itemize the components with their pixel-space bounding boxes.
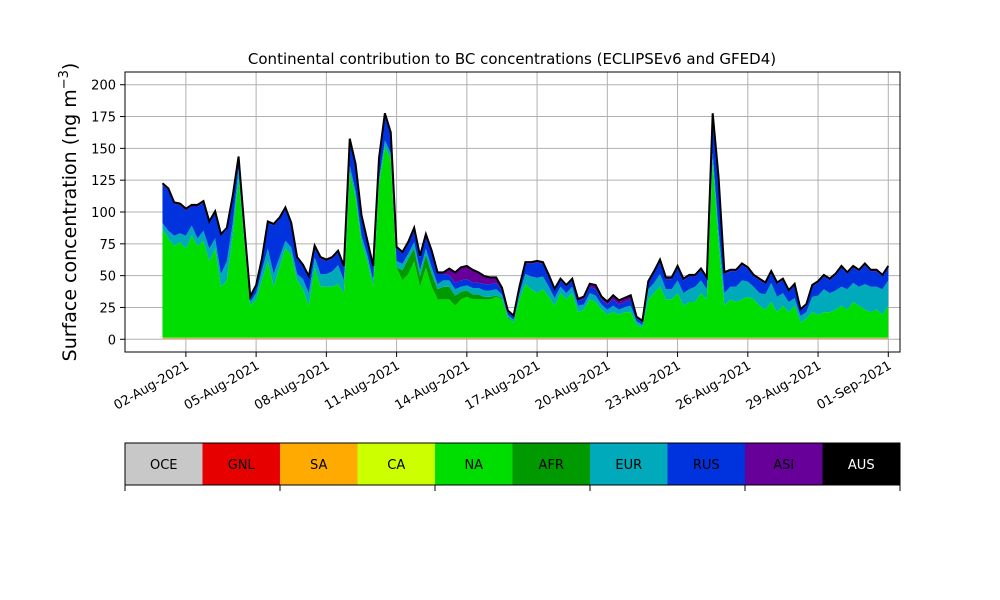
y-axis-label-close: ) [59, 63, 81, 70]
legend-colorbar: OCE GNL SA CA NA AFR EUR RUS ASI AUS [124, 442, 901, 491]
y-axis-label-superscript: −3 [57, 70, 72, 89]
area-series-rus [162, 114, 889, 325]
legend-label-asi: ASI [773, 458, 794, 473]
legend-swatch-sa [280, 443, 358, 485]
y-tick-label-5: 125 [91, 174, 116, 189]
legend-label-oce: OCE [150, 458, 178, 473]
legend-frame [124, 442, 901, 486]
legend-swatch-na [435, 443, 513, 485]
legend-label-eur: EUR [615, 458, 642, 473]
total-line [161, 112, 890, 323]
legend-swatch-gnl [202, 443, 280, 485]
legend-swatch-ca [357, 443, 435, 485]
legend-swatch-eur [590, 443, 668, 485]
legend-swatch-aus [822, 443, 900, 485]
area-series-eur [162, 140, 889, 328]
y-tick-label-7: 175 [91, 111, 116, 126]
legend-swatch-asi [745, 443, 823, 485]
legend-label-afr: AFR [539, 458, 564, 473]
legend-swatch-oce [125, 443, 203, 485]
legend-swatch-rus [667, 443, 745, 485]
y-axis-label: Surface concentration (ng m−3) [57, 63, 81, 362]
legend-label-aus: AUS [848, 458, 875, 473]
chart-title: Continental contribution to BC concentra… [248, 50, 776, 68]
y-tick-label-8: 200 [91, 79, 116, 94]
legend-swatch-afr [512, 443, 590, 485]
legend-label-ca: CA [387, 458, 405, 473]
y-tick-label-2: 50 [99, 270, 116, 285]
y-tick-label-1: 25 [99, 301, 116, 316]
stacked-areas [162, 113, 889, 340]
y-tick-label-3: 75 [99, 238, 116, 253]
y-axis-label-text: Surface concentration (ng m [59, 89, 81, 361]
legend-label-sa: SA [310, 458, 327, 473]
legend-label-gnl: GNL [228, 458, 256, 473]
legend-label-na: NA [464, 458, 483, 473]
y-tick-label-0: 0 [108, 333, 116, 348]
area-series-oce [162, 338, 889, 340]
area-series-na [162, 146, 889, 338]
y-tick-label-6: 150 [91, 142, 116, 157]
y-axis-ticks: 0 25 50 75 100 125 150 175 200 [91, 79, 125, 348]
total-concentration-line [161, 112, 890, 323]
y-tick-label-4: 100 [91, 206, 116, 221]
legend-label-rus: RUS [693, 458, 720, 473]
